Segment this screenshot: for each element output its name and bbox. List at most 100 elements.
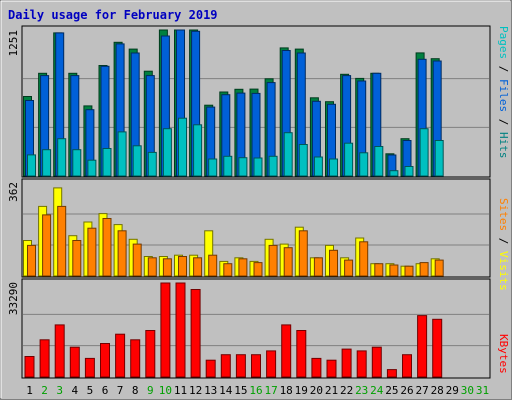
x-axis-day-label: 21 bbox=[325, 384, 338, 397]
bar-visits-sites-day-18 bbox=[283, 247, 293, 277]
bar-hits-pages-day-1 bbox=[27, 154, 36, 177]
bar-hits-pages-day-3 bbox=[57, 138, 67, 177]
x-axis-day-label: 6 bbox=[102, 384, 109, 397]
x-axis-day-label: 7 bbox=[117, 384, 124, 397]
bar-kbytes-kbytes-day-2 bbox=[39, 339, 50, 378]
panel-visits-bars bbox=[23, 187, 444, 277]
panel-kbytes-ymax-label: 33290 bbox=[7, 282, 20, 315]
x-axis-day-label: 14 bbox=[219, 384, 233, 397]
bar-visits-sites-day-8 bbox=[132, 243, 142, 277]
x-axis-day-label: 9 bbox=[147, 384, 154, 397]
x-axis-day-label: 22 bbox=[340, 384, 353, 397]
bar-hits-pages-day-8 bbox=[132, 145, 142, 177]
x-axis-day-label: 8 bbox=[132, 384, 139, 397]
x-axis-day-label: 1 bbox=[26, 384, 33, 397]
bar-visits-sites-day-26 bbox=[404, 265, 414, 277]
bar-kbytes-kbytes-day-7 bbox=[115, 333, 126, 378]
bar-visits-sites-day-27 bbox=[419, 262, 429, 277]
bar-visits-sites-day-4 bbox=[72, 240, 82, 277]
bar-visits-sites-day-19 bbox=[298, 230, 308, 277]
bar-visits-sites-day-10 bbox=[162, 258, 172, 277]
x-axis-day-label: 27 bbox=[415, 384, 428, 397]
bar-hits-pages-day-5 bbox=[87, 159, 97, 177]
bar-hits-pages-day-4 bbox=[72, 149, 82, 177]
panel-kbytes-legend: KBytes bbox=[497, 334, 510, 374]
x-axis-day-label: 16 bbox=[249, 384, 262, 397]
bar-visits-sites-day-12 bbox=[193, 257, 203, 277]
chart-title: Daily usage for February 2019 bbox=[8, 8, 218, 22]
x-axis-day-label: 26 bbox=[400, 384, 413, 397]
bar-visits-sites-day-15 bbox=[238, 258, 248, 277]
panel-hits: 1251 Pages / Files / Hits bbox=[7, 25, 510, 178]
panel-kbytes: 33290 KBytes bbox=[7, 278, 510, 379]
bar-visits-sites-day-28 bbox=[434, 259, 444, 277]
bar-kbytes-kbytes-day-20 bbox=[311, 357, 322, 378]
x-axis-day-label: 4 bbox=[71, 384, 78, 397]
bar-kbytes-kbytes-day-14 bbox=[220, 354, 231, 378]
panel-hits-ymax-label: 1251 bbox=[7, 30, 20, 57]
bar-visits-sites-day-7 bbox=[117, 230, 127, 277]
panel-kbytes-bars bbox=[24, 282, 443, 378]
bar-kbytes-kbytes-day-22 bbox=[341, 348, 352, 378]
bar-kbytes-kbytes-day-1 bbox=[24, 356, 35, 378]
bar-visits-sites-day-9 bbox=[147, 257, 157, 277]
bar-kbytes-kbytes-day-3 bbox=[54, 324, 65, 378]
panel-visits-legend: Sites / Visits bbox=[497, 198, 510, 291]
bar-visits-sites-day-20 bbox=[313, 257, 323, 277]
bar-hits-pages-day-12 bbox=[193, 124, 203, 177]
x-axis-day-label: 23 bbox=[355, 384, 368, 397]
legend-kbytes: KBytes bbox=[497, 334, 510, 374]
legend-visits: Visits bbox=[497, 251, 510, 291]
legend-hits: Hits bbox=[497, 132, 510, 159]
panel-visits: 362 Sites / Visits bbox=[7, 178, 510, 291]
bar-hits-pages-day-6 bbox=[102, 148, 112, 177]
x-axis-day-label: 5 bbox=[87, 384, 94, 397]
bar-kbytes-kbytes-day-28 bbox=[432, 318, 443, 378]
x-axis-day-label: 17 bbox=[264, 384, 277, 397]
bar-hits-pages-day-2 bbox=[42, 149, 52, 177]
x-axis-day-label: 15 bbox=[234, 384, 247, 397]
x-axis-day-label: 24 bbox=[370, 384, 384, 397]
bar-kbytes-kbytes-day-12 bbox=[190, 289, 201, 378]
x-axis-day-label: 18 bbox=[280, 384, 293, 397]
x-axis-day-label: 3 bbox=[56, 384, 63, 397]
legend-pages: Pages bbox=[497, 26, 510, 59]
bar-visits-sites-day-11 bbox=[178, 256, 187, 277]
bar-hits-pages-day-21 bbox=[329, 158, 338, 177]
bar-hits-pages-day-9 bbox=[147, 151, 157, 177]
bar-kbytes-kbytes-day-18 bbox=[281, 324, 292, 378]
bar-kbytes-kbytes-day-21 bbox=[326, 359, 337, 378]
bar-kbytes-kbytes-day-9 bbox=[145, 330, 156, 378]
legend-sites: Sites bbox=[497, 198, 510, 231]
bar-hits-pages-day-13 bbox=[208, 158, 218, 177]
bar-kbytes-kbytes-day-16 bbox=[251, 354, 261, 378]
bar-visits-sites-day-1 bbox=[27, 244, 36, 277]
x-axis-day-label: 13 bbox=[204, 384, 217, 397]
bar-visits-sites-day-2 bbox=[42, 214, 52, 277]
x-axis-day-labels: 1 2 3 4 5 6 7 8 9 10 11 12 13 14 15 16 17 18 19 20 21 22 23 24 2… bbox=[26, 384, 489, 397]
bar-hits-pages-day-28 bbox=[434, 140, 444, 177]
x-axis-day-label: 29 bbox=[446, 384, 459, 397]
bar-hits-pages-day-7 bbox=[117, 131, 127, 177]
bar-kbytes-kbytes-day-26 bbox=[402, 354, 412, 378]
bar-hits-pages-day-22 bbox=[344, 142, 354, 177]
bar-visits-sites-day-24 bbox=[374, 263, 384, 277]
bar-hits-pages-day-15 bbox=[238, 157, 248, 177]
bar-hits-pages-day-14 bbox=[223, 155, 233, 177]
bar-kbytes-kbytes-day-10 bbox=[160, 282, 171, 378]
bar-hits-pages-day-18 bbox=[283, 132, 293, 177]
bar-hits-pages-day-27 bbox=[419, 128, 429, 177]
x-axis-day-label: 25 bbox=[385, 384, 398, 397]
bar-visits-sites-day-21 bbox=[329, 249, 338, 277]
bar-visits-sites-day-17 bbox=[268, 244, 278, 277]
bar-visits-sites-day-16 bbox=[253, 262, 263, 277]
x-axis-day-label: 12 bbox=[189, 384, 202, 397]
bar-hits-pages-day-20 bbox=[313, 156, 323, 177]
panel-hits-legend: Pages / Files / Hits bbox=[497, 26, 510, 159]
bar-hits-pages-day-25 bbox=[389, 170, 399, 177]
bar-kbytes-kbytes-day-11 bbox=[175, 282, 186, 378]
bar-kbytes-kbytes-day-8 bbox=[130, 339, 141, 378]
bar-hits-pages-day-10 bbox=[162, 128, 172, 177]
x-axis-day-label: 30 bbox=[461, 384, 474, 397]
